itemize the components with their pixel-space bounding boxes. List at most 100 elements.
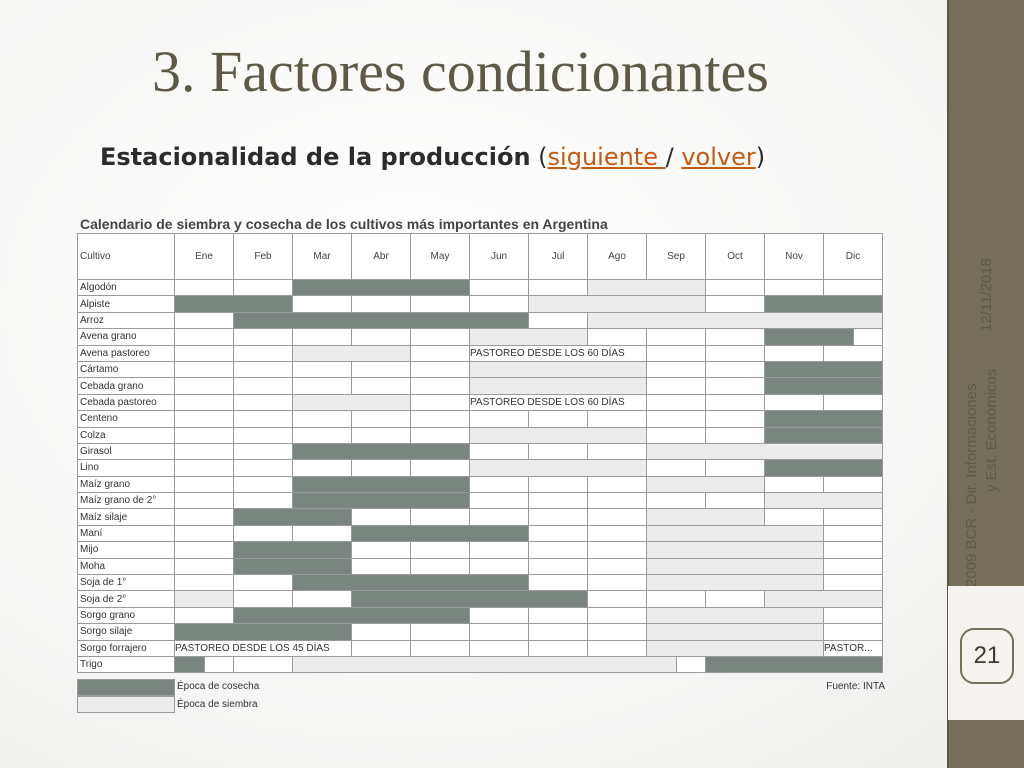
table-row: Girasol: [77, 442, 883, 461]
back-link[interactable]: volver: [681, 143, 756, 171]
subtitle-heading: Estacionalidad de la producción: [100, 143, 531, 171]
legend-sowing-label: Época de siembra: [177, 699, 258, 710]
crop-name: Cebada grano: [77, 377, 175, 395]
legend: Época de cosecha Época de siembra Fuente…: [77, 678, 887, 713]
empty-cell: [233, 278, 293, 297]
table-row: Lino: [77, 459, 883, 477]
empty-cell: [233, 377, 293, 395]
month-header: Jun: [469, 233, 529, 280]
harvest-period: [292, 442, 470, 461]
harvest-period: [233, 311, 529, 330]
empty-cell: [233, 590, 293, 608]
next-link[interactable]: siguiente: [547, 143, 666, 171]
empty-cell: [469, 606, 529, 625]
empty-cell: [587, 524, 647, 543]
empty-cell: [351, 508, 411, 526]
empty-cell: [587, 606, 647, 625]
empty-cell: [292, 295, 352, 313]
table-row: Trigo: [77, 655, 883, 674]
legend-harvest-swatch: [77, 679, 175, 696]
empty-cell: [174, 360, 234, 379]
empty-cell: [705, 590, 765, 608]
empty-cell: [705, 426, 765, 444]
sowing-period: [646, 639, 824, 657]
crop-name: Colza: [77, 426, 175, 444]
empty-cell: [469, 639, 529, 657]
empty-cell: [233, 393, 293, 412]
crop-name: Trigo: [77, 655, 175, 674]
subtitle-close-paren: ): [755, 143, 766, 171]
empty-cell: [823, 574, 883, 592]
empty-cell: [351, 328, 411, 346]
legend-harvest-label: Época de cosecha: [177, 681, 260, 692]
crop-name: Avena grano: [77, 328, 175, 346]
page-title: 3. Factores condicionantes: [152, 39, 769, 104]
harvest-period: [292, 492, 470, 510]
empty-cell: [764, 344, 824, 362]
harvest-period: [764, 410, 883, 428]
empty-cell: [705, 410, 765, 428]
empty-cell: [528, 475, 588, 494]
empty-cell: [646, 492, 706, 510]
empty-cell: [233, 360, 293, 379]
table-row: Sorgo grano: [77, 606, 883, 625]
table-row: Mijo: [77, 541, 883, 559]
grazing-note: PASTOREO DESDE LOS 45 DÍAS: [174, 639, 352, 657]
harvest-period: [764, 377, 883, 395]
empty-cell: [410, 295, 470, 313]
table-row: Cebada pastoreo PASTOREO DESDE LOS 60 DÍA…: [77, 393, 883, 412]
empty-cell: [410, 541, 470, 559]
empty-cell: [528, 574, 588, 592]
empty-cell: [174, 393, 234, 412]
empty-cell: [823, 557, 883, 576]
crop-name: Maíz grano de 2°: [77, 492, 175, 510]
empty-cell: [174, 328, 234, 346]
sowing-period: [292, 655, 677, 674]
empty-cell: [233, 459, 293, 477]
crop-name: Soja de 1°: [77, 574, 175, 592]
calendar-title: Calendario de siembra y cosecha de los c…: [80, 216, 608, 232]
empty-cell: [469, 442, 529, 461]
empty-cell: [174, 459, 234, 477]
crop-name: Alpiste: [77, 295, 175, 313]
empty-cell: [292, 377, 352, 395]
harvest-period: [174, 295, 293, 313]
empty-cell: [292, 410, 352, 428]
harvest-period: [764, 295, 883, 313]
empty-cell: [174, 508, 234, 526]
empty-cell: [528, 311, 588, 330]
crop-name: Mijo: [77, 541, 175, 559]
crop-name: Maní: [77, 524, 175, 543]
sowing-period: [646, 524, 824, 543]
empty-cell: [705, 377, 765, 395]
table-row: Soja de 1°: [77, 574, 883, 592]
empty-cell: [528, 410, 588, 428]
table-row: Colza: [77, 426, 883, 444]
empty-cell: [528, 623, 588, 641]
empty-cell: [587, 508, 647, 526]
harvest-period: [233, 557, 352, 576]
empty-cell: [174, 492, 234, 510]
empty-cell: [469, 410, 529, 428]
harvest-period: [764, 459, 883, 477]
table-row: Moha: [77, 557, 883, 576]
empty-cell: [351, 377, 411, 395]
empty-cell: [174, 574, 234, 592]
empty-cell: [292, 459, 352, 477]
empty-cell: [292, 590, 352, 608]
empty-cell: [233, 524, 293, 543]
empty-cell: [410, 623, 470, 641]
table-row: Avena pastoreo PASTOREO DESDE LOS 60 DÍAS: [77, 344, 883, 362]
harvest-period: [292, 475, 470, 494]
grazing-note: PASTOR...: [823, 639, 883, 657]
empty-cell: [852, 328, 883, 346]
sowing-period: [646, 442, 883, 461]
table-row: Maní: [77, 524, 883, 543]
empty-cell: [823, 541, 883, 559]
empty-cell: [174, 344, 234, 362]
harvest-period: [292, 574, 529, 592]
sowing-period: [174, 590, 234, 608]
empty-cell: [823, 278, 883, 297]
empty-cell: [174, 541, 234, 559]
empty-cell: [174, 278, 234, 297]
